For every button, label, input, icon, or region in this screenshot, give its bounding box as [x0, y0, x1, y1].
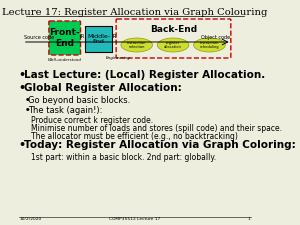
Ellipse shape [194, 38, 225, 52]
Text: Minimise number of loads and stores (spill code) and their space.: Minimise number of loads and stores (spi… [32, 124, 283, 133]
Text: •: • [25, 106, 31, 115]
Text: instruction
scheduling: instruction scheduling [200, 41, 219, 49]
Ellipse shape [157, 38, 189, 52]
Text: Today: Register Allocation via Graph Coloring:: Today: Register Allocation via Graph Col… [24, 140, 295, 150]
Text: Last Lecture: (Local) Register Allocation.: Last Lecture: (Local) Register Allocatio… [24, 70, 265, 80]
Text: •: • [19, 70, 26, 80]
Text: Well-understood: Well-understood [48, 58, 82, 62]
Text: The task (again!):: The task (again!): [28, 106, 103, 115]
Text: Source code: Source code [24, 35, 55, 40]
Text: COMP35512 Lecture 17: COMP35512 Lecture 17 [110, 217, 161, 221]
Text: Global Register Allocation:: Global Register Allocation: [24, 83, 181, 93]
Text: 10/2/2020: 10/2/2020 [20, 217, 42, 221]
Text: Object code: Object code [201, 35, 230, 40]
Text: instruction
selection: instruction selection [127, 41, 146, 49]
Text: Lecture 17: Register Allocation via Graph Colouring: Lecture 17: Register Allocation via Grap… [2, 8, 268, 17]
Text: Go beyond basic blocks.: Go beyond basic blocks. [28, 96, 130, 105]
Text: Produce correct k register code.: Produce correct k register code. [32, 116, 154, 125]
Text: 1st part: within a basic block. 2nd part: globally.: 1st part: within a basic block. 2nd part… [32, 153, 217, 162]
Text: The allocator must be efficient (e.g., no backtracking): The allocator must be efficient (e.g., n… [32, 132, 238, 141]
Text: Front-
End: Front- End [49, 28, 80, 48]
FancyBboxPatch shape [85, 26, 112, 52]
Text: Engineering: Engineering [106, 56, 131, 60]
Text: 1: 1 [248, 217, 250, 221]
Text: IR: IR [112, 34, 117, 39]
Text: IR: IR [80, 34, 85, 39]
FancyBboxPatch shape [49, 21, 80, 55]
Text: •: • [25, 96, 31, 105]
Text: •: • [19, 140, 26, 150]
Ellipse shape [121, 38, 152, 52]
Text: register
allocation: register allocation [164, 41, 182, 49]
Text: Back-End: Back-End [150, 25, 197, 34]
Text: •: • [19, 83, 26, 93]
Text: Middle-
End: Middle- End [87, 34, 110, 44]
